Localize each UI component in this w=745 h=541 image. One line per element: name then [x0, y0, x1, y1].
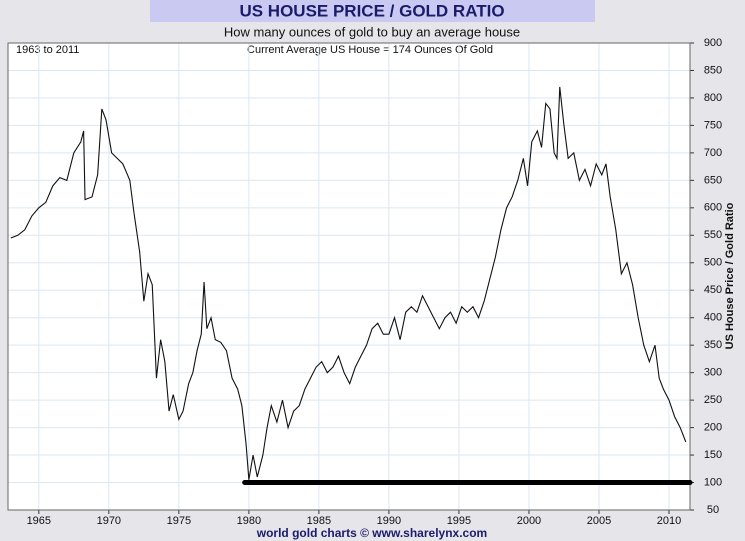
x-tick-label: 2010: [657, 515, 681, 527]
annotation: Current Average US House = 174 Ounces Of…: [247, 44, 493, 56]
y-tick-label: 200: [704, 421, 722, 433]
y-tick-label: 750: [704, 119, 722, 131]
x-tick-label: 1970: [97, 515, 121, 527]
y-tick-label: 150: [704, 449, 722, 461]
plot-area: [7, 42, 691, 511]
title-banner: [150, 0, 595, 22]
y-tick-label: 100: [704, 476, 722, 488]
x-tick-label: 1980: [237, 515, 261, 527]
y-tick-label: 500: [704, 257, 722, 269]
y-tick-label: 400: [704, 312, 722, 324]
y-tick-label: 800: [704, 92, 722, 104]
y-tick-label: 300: [704, 367, 722, 379]
x-tick-label: 1965: [27, 515, 51, 527]
y-tick-label: 900: [704, 37, 722, 49]
y-tick-label: 700: [704, 147, 722, 159]
y-axis-title: US House Price / Gold Ratio: [724, 202, 736, 349]
x-tick-label: 1990: [377, 515, 401, 527]
y-tick-label: 850: [704, 64, 722, 76]
annotation: 1963 to 2011: [16, 44, 79, 56]
x-tick-label: 1995: [447, 515, 471, 527]
y-tick-label: 600: [704, 202, 722, 214]
footer: world gold charts © www.sharelynx.com: [256, 526, 487, 540]
y-tick-label: 550: [704, 229, 722, 241]
chart-title: US HOUSE PRICE / GOLD RATIO: [239, 1, 504, 20]
plot-frame: [7, 42, 691, 511]
subtitle: How many ounces of gold to buy an averag…: [224, 24, 520, 39]
y-tick-label: 250: [704, 394, 722, 406]
y-tick-label: 350: [704, 339, 722, 351]
y-tick-label: 50: [707, 504, 719, 516]
x-tick-label: 1975: [167, 515, 191, 527]
x-tick-label: 1985: [307, 515, 331, 527]
y-tick-label: 650: [704, 174, 722, 186]
y-tick-label: 450: [704, 284, 722, 296]
data-line: [10, 86, 687, 480]
x-tick-label: 2000: [517, 515, 541, 527]
x-tick-label: 2005: [587, 515, 611, 527]
